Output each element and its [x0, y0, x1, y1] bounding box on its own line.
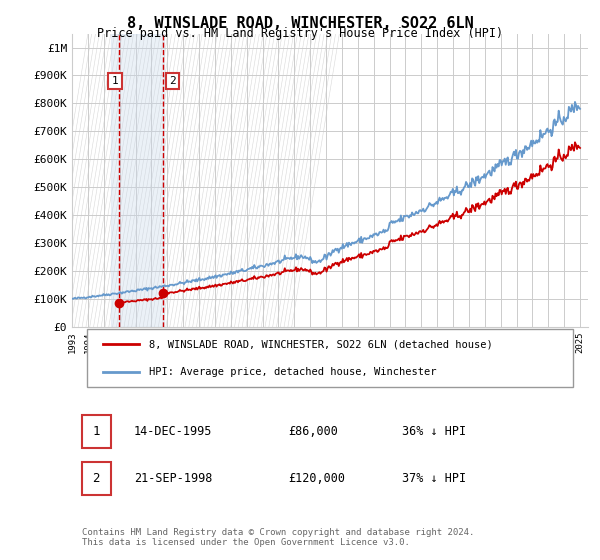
Text: 2: 2: [169, 76, 176, 86]
Text: 2: 2: [92, 472, 100, 485]
Text: £120,000: £120,000: [289, 472, 346, 485]
Text: £86,000: £86,000: [289, 425, 338, 438]
Bar: [111, 34, 164, 327]
Text: 21-SEP-1998: 21-SEP-1998: [134, 472, 212, 485]
FancyBboxPatch shape: [88, 329, 572, 387]
Text: Price paid vs. HM Land Registry's House Price Index (HPI): Price paid vs. HM Land Registry's House …: [97, 27, 503, 40]
Text: 1: 1: [92, 425, 100, 438]
Text: HPI: Average price, detached house, Winchester: HPI: Average price, detached house, Winc…: [149, 367, 437, 377]
FancyBboxPatch shape: [82, 415, 110, 449]
Text: 1: 1: [112, 76, 118, 86]
Text: 37% ↓ HPI: 37% ↓ HPI: [402, 472, 466, 485]
Text: 8, WINSLADE ROAD, WINCHESTER, SO22 6LN (detached house): 8, WINSLADE ROAD, WINCHESTER, SO22 6LN (…: [149, 339, 493, 349]
FancyBboxPatch shape: [82, 461, 110, 495]
Text: 8, WINSLADE ROAD, WINCHESTER, SO22 6LN: 8, WINSLADE ROAD, WINCHESTER, SO22 6LN: [127, 16, 473, 31]
Text: 14-DEC-1995: 14-DEC-1995: [134, 425, 212, 438]
Text: 36% ↓ HPI: 36% ↓ HPI: [402, 425, 466, 438]
Text: Contains HM Land Registry data © Crown copyright and database right 2024.
This d: Contains HM Land Registry data © Crown c…: [82, 528, 475, 547]
